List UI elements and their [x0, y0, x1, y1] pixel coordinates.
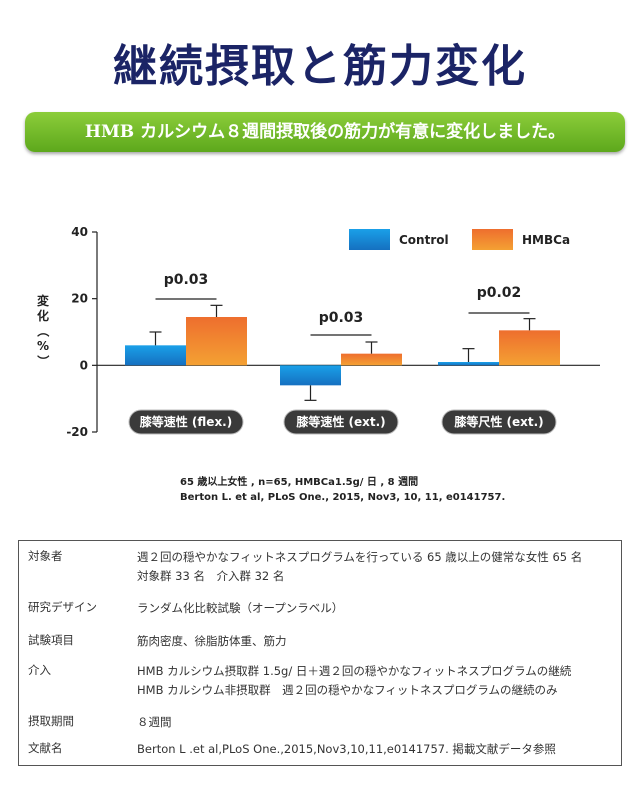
legend-swatch-hmbca	[472, 229, 513, 250]
y-tick-label: -20	[66, 425, 88, 439]
legend-label: HMBCa	[522, 233, 570, 247]
y-axis-label-char: 化	[37, 308, 49, 323]
category-pill	[441, 409, 557, 435]
p-value-label: p0.02	[477, 285, 522, 301]
y-axis-label-char: %	[37, 339, 49, 353]
category-label: 膝等速性 (ext.)	[296, 414, 385, 429]
legend-swatch-control	[349, 229, 390, 250]
p-value-label: p0.03	[319, 310, 364, 326]
info-value: Berton L .et al,PLoS One.,2015,Nov3,10,1…	[137, 740, 556, 759]
info-value: HMB カルシウム摂取群 1.5g/ 日＋週２回の穏やかなフィットネスプログラム…	[137, 662, 571, 700]
subtitle-banner: HMB カルシウム８週間摂取後の筋力が有意に変化しました。	[25, 112, 625, 152]
info-line: ランダム化比較試験（オープンラベル）	[137, 601, 344, 615]
category-pill	[283, 409, 399, 435]
info-label: 摂取期間	[28, 714, 74, 728]
bar-hmbca-0	[186, 317, 247, 366]
y-tick-label: 0	[80, 358, 88, 372]
info-label: 対象者	[28, 549, 63, 563]
bar-hmbca-1	[341, 353, 402, 366]
citation: 65 歳以上女性 , n=65, HMBCa1.5g/ 日 , 8 週間 Ber…	[180, 475, 505, 505]
citation-line: 65 歳以上女性 , n=65, HMBCa1.5g/ 日 , 8 週間	[180, 477, 419, 488]
y-axis-label-char: （	[36, 325, 51, 337]
info-value: 週２回の穏やかなフィットネスプログラムを行っている 65 歳以上の健常な女性 6…	[137, 548, 582, 586]
info-value: 筋肉密度、徐脂肪体重、筋力	[137, 632, 287, 651]
category-label: 膝等尺性 (ext.)	[454, 414, 543, 429]
page-title: 継続摂取と筋力変化	[113, 41, 527, 92]
category-label: 膝等速性 (flex.)	[140, 414, 232, 429]
info-line: HMB カルシウム摂取群 1.5g/ 日＋週２回の穏やかなフィットネスプログラム…	[137, 664, 572, 678]
info-line: 対象群 33 名 介入群 32 名	[137, 569, 285, 583]
info-value: ランダム化比較試験（オープンラベル）	[137, 599, 343, 618]
bar-control-1	[280, 365, 341, 386]
info-line: HMB カルシウム非摂取群 週２回の穏やかなフィットネスプログラムの継続のみ	[137, 683, 558, 697]
info-label: 試験項目	[28, 633, 74, 647]
y-axis-label-char: 変	[37, 293, 50, 308]
info-line: ８週間	[137, 715, 172, 729]
y-axis-label-char: ）	[36, 355, 51, 367]
p-value-label: p0.03	[164, 272, 209, 288]
bar-hmbca-2	[499, 330, 560, 366]
y-tick-label: 20	[71, 292, 88, 306]
bar-control-2	[438, 362, 499, 366]
citation-line: Berton L. et al, PLoS One., 2015, Nov3, …	[180, 492, 506, 503]
category-pill	[128, 409, 244, 435]
study-info-table: 対象者 週２回の穏やかなフィットネスプログラムを行っている 65 歳以上の健常な…	[18, 540, 622, 766]
info-line: 週２回の穏やかなフィットネスプログラムを行っている 65 歳以上の健常な女性 6…	[137, 550, 583, 564]
bar-chart: 40 20 0 -20 変化 （% ） p0.03 p0.03 p0.02 膝等速性 (flex.…	[36, 225, 600, 439]
info-label: 文献名	[28, 741, 63, 755]
info-label: 研究デザイン	[28, 600, 97, 614]
info-line: 筋肉密度、徐脂肪体重、筋力	[137, 634, 287, 648]
legend-label: Control	[399, 233, 449, 247]
bar-control-0	[125, 345, 186, 366]
info-value: ８週間	[137, 713, 172, 732]
y-tick-label: 40	[71, 225, 88, 239]
info-label: 介入	[28, 663, 51, 677]
info-line: Berton L .et al,PLoS One.,2015,Nov3,10,1…	[137, 742, 556, 756]
